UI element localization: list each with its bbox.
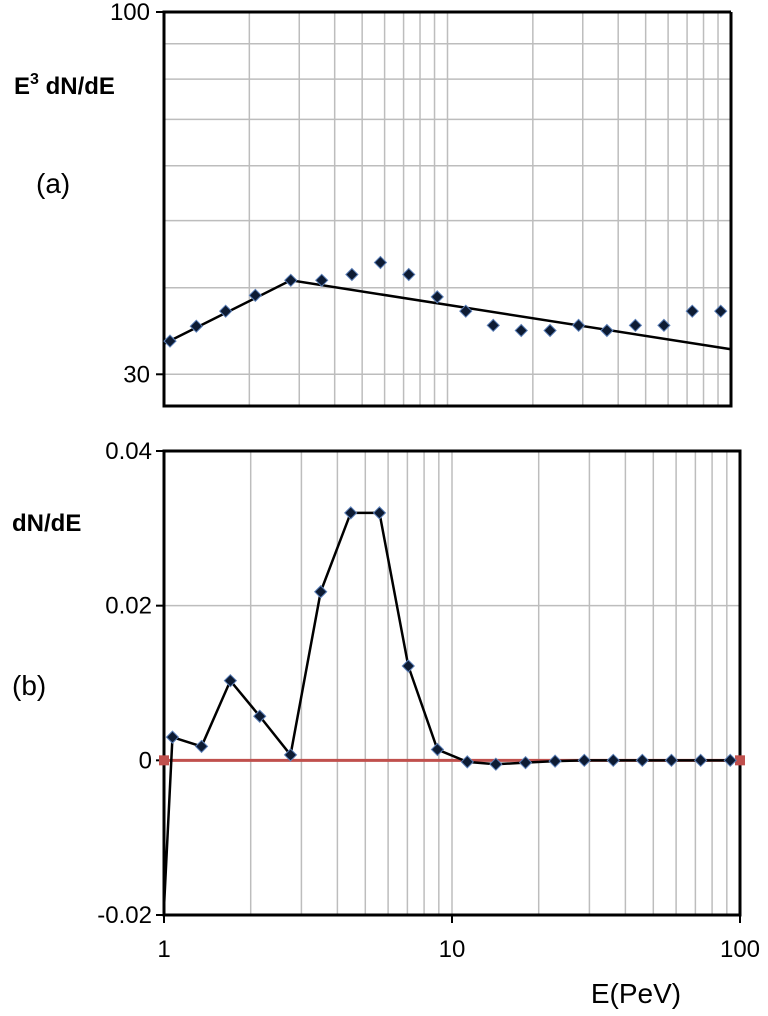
data-point [315,273,329,288]
data-point [664,753,679,768]
data-point [430,290,444,304]
data-point [283,748,298,762]
panel-b: 0.04 0.02 0 -0.02 1 10 100 dN/dE (b) E(PeV) [12,438,760,1009]
data-point [693,753,708,768]
data-point [344,506,358,520]
data-point [514,323,528,338]
panel-a-y-axis-label: E3 dN/dE [14,71,115,100]
panel-b-y-axis-label: dN/dE [12,510,81,537]
data-point [571,318,586,333]
y-tick-label: 30 [123,361,150,388]
data-point [518,755,533,770]
panel-b-label: (b) [12,670,46,701]
data-point [373,255,388,270]
y-tick-label: 100 [110,0,150,26]
panel-a-frame [162,10,733,408]
data-point [430,742,445,757]
data-point [714,304,728,318]
x-tick-label: 100 [720,936,760,963]
data-point [223,673,238,688]
panel-b-y-ticks: 0.04 0.02 0 -0.02 [97,438,164,929]
data-point [657,318,671,333]
data-point [723,753,737,768]
y-tick-label: 0.02 [105,593,152,620]
panel-b-series [159,506,745,908]
data-point [401,659,415,673]
x-tick-label: 10 [439,936,466,963]
y-tick-label: 0.04 [105,438,152,465]
y-tick-label: 0 [139,747,152,774]
data-point [460,755,474,769]
panel-a-label: (a) [36,168,70,199]
data-point [313,585,328,599]
data-point [577,753,592,768]
y-tick-label: -0.02 [97,902,152,929]
data-point [486,318,500,333]
panel-b-grid [164,451,740,915]
data-point [606,753,620,768]
data-point [253,709,267,723]
panel-a: 100 30 E3 dN/dE (a) [14,0,733,408]
data-point [402,267,416,282]
data-point [628,318,643,333]
panel-a-y-ticks: 100 30 [110,0,164,388]
data-point [459,304,473,318]
data-point [600,323,614,338]
data-point [548,754,562,768]
data-point [218,304,233,318]
data-point [189,319,204,333]
zero-line-marker [159,755,169,766]
data-point [372,506,387,520]
data-point [543,323,557,338]
panel-a-points [163,255,728,348]
data-point [248,288,263,303]
data-point [284,273,298,288]
x-tick-label: 1 [157,936,170,963]
data-point [489,757,503,771]
data-point [165,730,180,744]
zero-line-marker [735,755,745,766]
data-point [685,304,699,318]
panel-a-grid [164,12,731,406]
x-axis-label: E(PeV) [591,978,681,1009]
series-line [162,511,731,908]
data-point [635,753,650,768]
data-point [163,334,177,348]
data-point [194,739,209,754]
panel-b-x-ticks: 1 10 100 [157,915,760,963]
data-point [345,267,359,282]
